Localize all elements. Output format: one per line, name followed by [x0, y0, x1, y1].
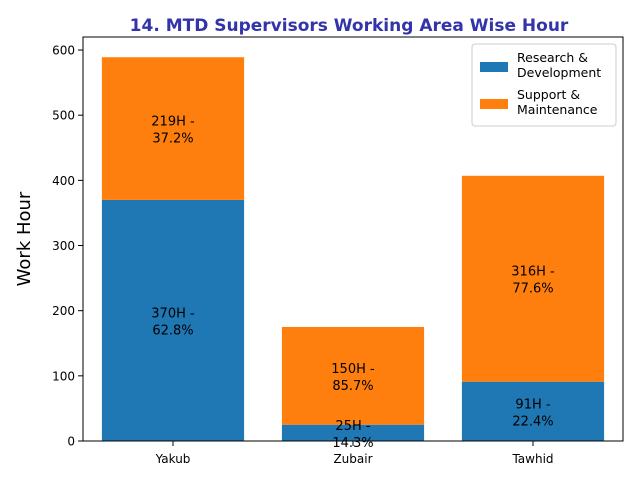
data-label: 219H - — [151, 115, 195, 130]
x-axis: Yakub Zubair Tawhid — [155, 441, 554, 466]
y-axis-label: Work Hour — [14, 191, 35, 286]
legend-label: Maintenance — [517, 102, 598, 117]
legend-label: Research & — [517, 50, 588, 65]
data-label: 62.8% — [152, 323, 193, 338]
y-tick-label: 600 — [52, 44, 75, 58]
y-tick-label: 200 — [52, 304, 75, 318]
legend-label: Support & — [517, 87, 580, 102]
legend-swatch — [480, 62, 508, 72]
y-tick-label: 100 — [52, 369, 75, 383]
bar-tawhid-series-1 — [461, 175, 605, 382]
legend: Research &Development Support &Maintenanc… — [471, 43, 617, 127]
bar-labels-group: 370H -62.8%219H -37.2%25H -14.3%150H -85… — [151, 115, 555, 451]
y-tick-label: 400 — [52, 174, 75, 188]
bar-yakub-series-1 — [101, 57, 245, 200]
y-tick-label: 500 — [52, 109, 75, 123]
data-label: 37.2% — [152, 132, 193, 147]
bar-zubair-series-1 — [281, 326, 425, 425]
x-tick-label: Tawhid — [511, 452, 553, 466]
bar-zubair-series-0 — [281, 424, 425, 441]
y-tick-label: 300 — [52, 239, 75, 253]
data-label: 22.4% — [512, 414, 553, 429]
x-tick-label: Yakub — [155, 452, 191, 466]
y-tick-label: 0 — [67, 435, 75, 449]
x-tick-label: Zubair — [333, 452, 372, 466]
bars-group — [101, 57, 605, 441]
chart-title: 14. MTD Supervisors Working Area Wise Ho… — [130, 16, 569, 36]
data-label: 85.7% — [332, 379, 373, 394]
data-label: 370H - — [151, 306, 195, 321]
data-label: 91H - — [515, 397, 550, 412]
data-label: 77.6% — [512, 282, 553, 297]
legend-swatch — [480, 99, 508, 109]
legend-label: Development — [517, 65, 601, 80]
data-label: 150H - — [331, 362, 375, 377]
bar-tawhid-series-0 — [461, 381, 605, 441]
y-axis: 0 100 200 300 400 500 600 — [52, 44, 83, 449]
bar-yakub-series-0 — [101, 199, 245, 441]
data-label: 316H - — [511, 265, 555, 280]
data-label: 25H - — [335, 419, 370, 434]
